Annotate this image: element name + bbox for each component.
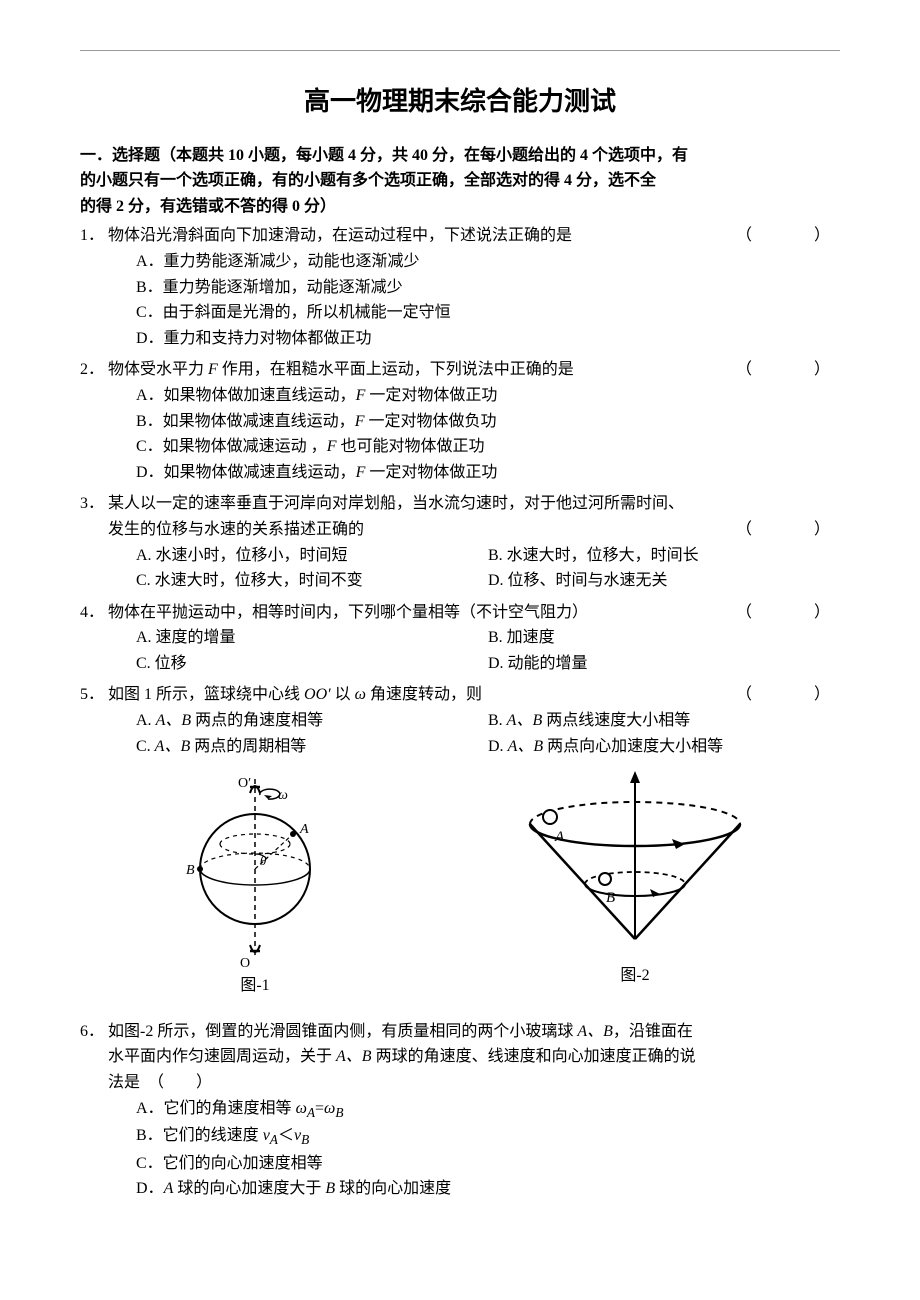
q1-stem-text: 物体沿光滑斜面向下加速滑动，在运动过程中，下述说法正确的是 — [108, 227, 572, 244]
q6-opt-c: C．它们的向心加速度相等 — [136, 1151, 840, 1177]
figure-1-label: 图-1 — [160, 973, 350, 999]
q6-number: 6． — [80, 1019, 108, 1045]
figure-2: A B 图-2 — [510, 769, 760, 999]
svg-text:ω: ω — [278, 788, 288, 803]
svg-text:B: B — [606, 890, 615, 906]
q4-opt-d: D. 动能的增量 — [488, 651, 840, 677]
q3-blank: （ ） — [736, 517, 840, 543]
q3-opt-b: B. 水速大时，位移大，时间长 — [488, 543, 840, 569]
q4-opt-c: C. 位移 — [136, 651, 488, 677]
q5-opt-a: A. A、B 两点的角速度相等 — [136, 708, 488, 734]
question-1: 1． 物体沿光滑斜面向下加速滑动，在运动过程中，下述说法正确的是 （ ） A．重… — [80, 223, 840, 351]
q2-opt-b: B．如果物体做减速直线运动，F 一定对物体做负功 — [136, 409, 840, 435]
q2-opt-c: C．如果物体做减速运动 ，F 也可能对物体做正功 — [136, 434, 840, 460]
question-4: 4． 物体在平抛运动中，相等时间内，下列哪个量相等（不计空气阻力） （ ） A.… — [80, 600, 840, 677]
q2-stem-a: 物体受水平力 — [108, 361, 208, 378]
q4-blank: （ ） — [736, 600, 840, 626]
figure-2-svg: A B — [510, 769, 760, 959]
svg-text:A: A — [554, 829, 565, 845]
q1-opt-c: C．由于斜面是光滑的，所以机械能一定守恒 — [136, 300, 840, 326]
q5-opt-b: B. A、B 两点线速度大小相等 — [488, 708, 840, 734]
svg-text:B: B — [186, 863, 195, 878]
figure-1-svg: O′ ω A B θ O — [160, 769, 350, 969]
q4-stem: 物体在平抛运动中，相等时间内，下列哪个量相等（不计空气阻力） （ ） — [108, 600, 840, 626]
question-2: 2． 物体受水平力 F 作用，在粗糙水平面上运动，下列说法中正确的是 （ ） A… — [80, 357, 840, 485]
question-6: 6． 如图-2 所示，倒置的光滑圆锥面内侧，有质量相同的两个小玻璃球 A、B，沿… — [80, 1019, 840, 1202]
q2-number: 2． — [80, 357, 108, 383]
q5-opt-d: D. A、B 两点向心加速度大小相等 — [488, 734, 840, 760]
q1-opt-a: A．重力势能逐渐减少，动能也逐渐减少 — [136, 249, 840, 275]
section-line-1: 一．选择题（本题共 10 小题，每小题 4 分，共 40 分，在每小题给出的 4… — [80, 143, 840, 169]
question-3: 3． 某人以一定的速率垂直于河岸向对岸划船，当水流匀速时，对于他过河所需时间、 … — [80, 491, 840, 593]
q6-opt-b: B．它们的线速度 vA＜vB — [136, 1123, 840, 1151]
figures-row: O′ ω A B θ O 图-1 — [80, 769, 840, 999]
q4-options: A. 速度的增量 B. 加速度 C. 位移 D. 动能的增量 — [136, 625, 840, 676]
q2-F: F — [208, 361, 218, 378]
q3-opt-c: C. 水速大时，位移大，时间不变 — [136, 568, 488, 594]
q2-stem: 物体受水平力 F 作用，在粗糙水平面上运动，下列说法中正确的是 （ ） — [108, 357, 840, 383]
q5-opt-c: C. A、B 两点的周期相等 — [136, 734, 488, 760]
page-title: 高一物理期末综合能力测试 — [80, 81, 840, 123]
q2-blank: （ ） — [736, 357, 840, 383]
q6-stem-l1: 如图-2 所示，倒置的光滑圆锥面内侧，有质量相同的两个小玻璃球 A、B，沿锥面在 — [108, 1019, 840, 1045]
q2-opt-d: D．如果物体做减速直线运动，F 一定对物体做正功 — [136, 460, 840, 486]
svg-text:θ: θ — [260, 853, 267, 868]
q1-opt-b: B．重力势能逐渐增加，动能逐渐减少 — [136, 275, 840, 301]
q3-stem-l2: 发生的位移与水速的关系描述正确的 （ ） — [108, 517, 840, 543]
q5-blank: （ ） — [736, 682, 840, 708]
q1-stem: 物体沿光滑斜面向下加速滑动，在运动过程中，下述说法正确的是 （ ） — [108, 223, 840, 249]
figure-2-label: 图-2 — [510, 963, 760, 989]
q3-opt-a: A. 水速小时，位移小，时间短 — [136, 543, 488, 569]
q2-stem-b: 作用，在粗糙水平面上运动，下列说法中正确的是 — [218, 361, 574, 378]
q1-options: A．重力势能逐渐减少，动能也逐渐减少 B．重力势能逐渐增加，动能逐渐减少 C．由… — [136, 249, 840, 351]
q6-stem: 如图-2 所示，倒置的光滑圆锥面内侧，有质量相同的两个小玻璃球 A、B，沿锥面在… — [108, 1019, 840, 1096]
q1-number: 1． — [80, 223, 108, 249]
q1-opt-d: D．重力和支持力对物体都做正功 — [136, 326, 840, 352]
q6-options: A．它们的角速度相等 ωA=ωB B．它们的线速度 vA＜vB C．它们的向心加… — [136, 1096, 840, 1202]
top-rule — [80, 50, 840, 51]
q3-stem: 某人以一定的速率垂直于河岸向对岸划船，当水流匀速时，对于他过河所需时间、 发生的… — [108, 491, 840, 542]
q1-blank: （ ） — [736, 223, 840, 249]
q3-opt-d: D. 位移、时间与水速无关 — [488, 568, 840, 594]
section-line-2: 的小题只有一个选项正确，有的小题有多个选项正确，全部选对的得 4 分，选不全 — [80, 168, 840, 194]
q6-stem-l2: 水平面内作匀速圆周运动，关于 A、B 两球的角速度、线速度和向心加速度正确的说 — [108, 1044, 840, 1070]
svg-text:O: O — [240, 956, 250, 969]
q6-opt-a: A．它们的角速度相等 ωA=ωB — [136, 1096, 840, 1124]
q6-stem-l3: 法是 （ ） — [108, 1070, 840, 1096]
q5-options: A. A、B 两点的角速度相等 B. A、B 两点线速度大小相等 C. A、B … — [136, 708, 840, 759]
q5-stem: 如图 1 所示，篮球绕中心线 OO′ 以 ω 角速度转动，则 （ ） — [108, 682, 840, 708]
section-1-heading: 一．选择题（本题共 10 小题，每小题 4 分，共 40 分，在每小题给出的 4… — [80, 143, 840, 220]
q3-options: A. 水速小时，位移小，时间短 B. 水速大时，位移大，时间长 C. 水速大时，… — [136, 543, 840, 594]
q6-opt-d: D．A 球的向心加速度大于 B 球的向心加速度 — [136, 1176, 840, 1202]
q5-number: 5． — [80, 682, 108, 708]
q2-opt-a: A．如果物体做加速直线运动，F 一定对物体做正功 — [136, 383, 840, 409]
figure-1: O′ ω A B θ O 图-1 — [160, 769, 350, 999]
svg-text:A: A — [299, 822, 309, 837]
svg-text:O′: O′ — [238, 776, 251, 791]
q4-number: 4． — [80, 600, 108, 626]
q3-stem-l1: 某人以一定的速率垂直于河岸向对岸划船，当水流匀速时，对于他过河所需时间、 — [108, 491, 840, 517]
q4-opt-b: B. 加速度 — [488, 625, 840, 651]
question-5: 5． 如图 1 所示，篮球绕中心线 OO′ 以 ω 角速度转动，则 （ ） A.… — [80, 682, 840, 759]
q3-number: 3． — [80, 491, 108, 517]
q4-opt-a: A. 速度的增量 — [136, 625, 488, 651]
q2-options: A．如果物体做加速直线运动，F 一定对物体做正功 B．如果物体做减速直线运动，F… — [136, 383, 840, 485]
section-line-3: 的得 2 分，有选错或不答的得 0 分） — [80, 194, 840, 220]
